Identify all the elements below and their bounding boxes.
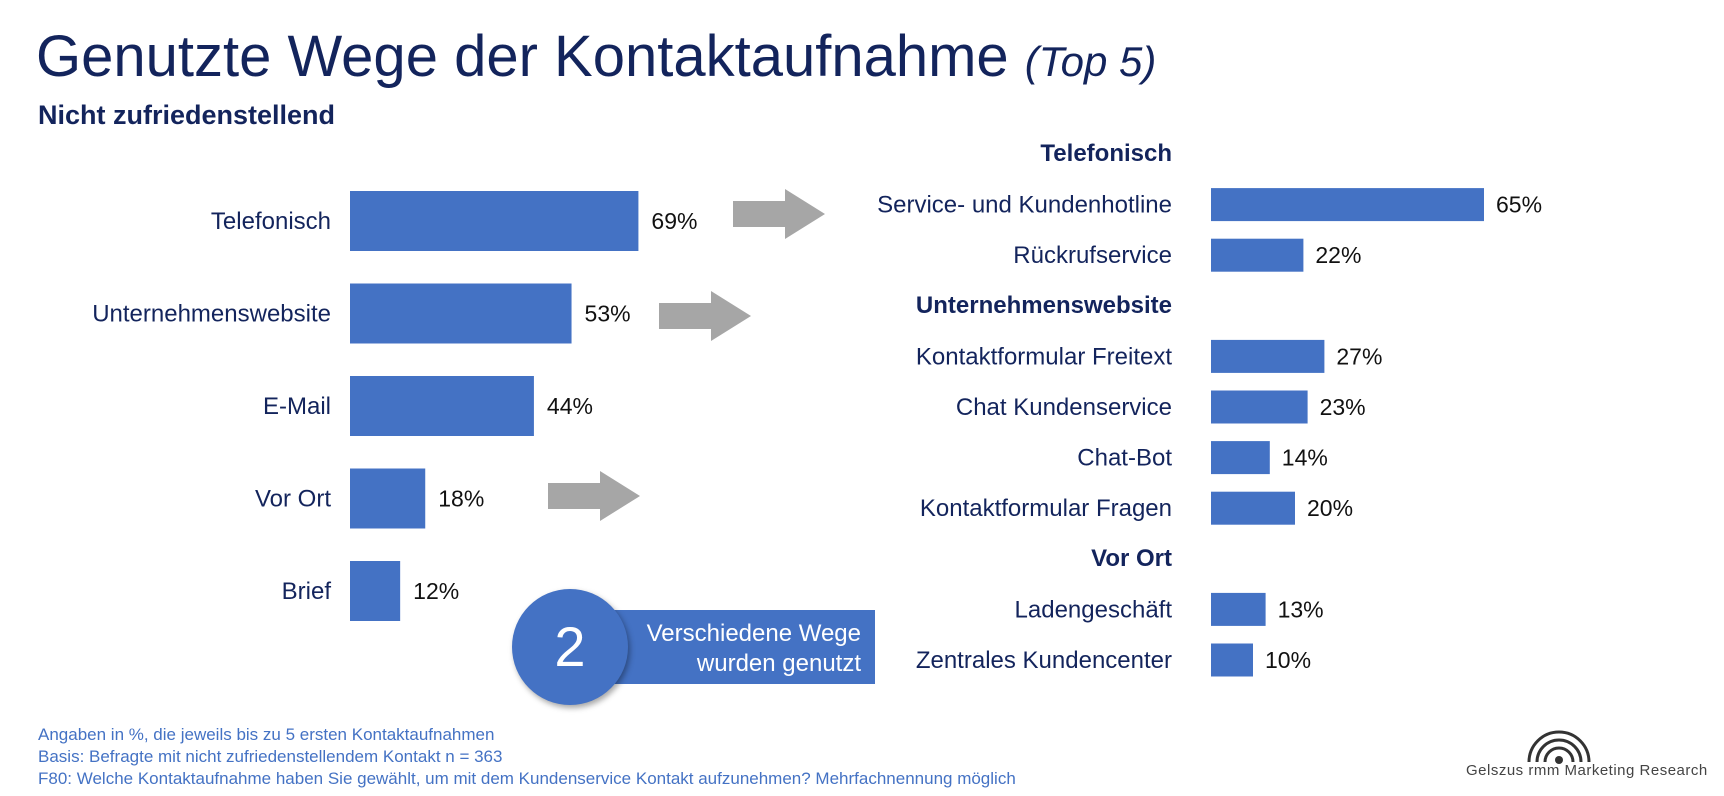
callout-line-2: wurden genutzt xyxy=(696,650,861,677)
category-label: Vor Ort xyxy=(255,486,331,513)
group-label: Unternehmenswebsite xyxy=(916,292,1172,319)
footnotes: Angaben in %, die jeweils bis zu 5 erste… xyxy=(38,724,1016,790)
category-label: Brief xyxy=(282,578,332,605)
callout-text: Verschiedene Wege wurden genutzt xyxy=(621,619,861,679)
category-label: Telefonisch xyxy=(211,208,331,235)
category-label: Chat Kundenservice xyxy=(956,394,1172,421)
bar xyxy=(1211,643,1253,677)
footnote-scale: Angaben in %, die jeweils bis zu 5 erste… xyxy=(38,725,495,744)
value-label: 13% xyxy=(1278,596,1324,622)
bar xyxy=(350,561,401,621)
bar xyxy=(1211,491,1295,525)
callout-line-1: Verschiedene Wege xyxy=(646,620,861,647)
value-label: 10% xyxy=(1265,647,1311,673)
category-label: E-Mail xyxy=(263,393,331,420)
title-main: Genutzte Wege der Kontaktaufnahme xyxy=(36,24,1009,89)
bar xyxy=(1211,238,1304,272)
value-label: 12% xyxy=(413,578,459,604)
value-label: 27% xyxy=(1336,343,1382,369)
category-label: Rückrufservice xyxy=(1013,242,1172,269)
bar xyxy=(350,191,639,251)
arrow-website-icon xyxy=(659,291,751,341)
logo-text: Gelszus rmm Marketing Research xyxy=(1466,762,1708,779)
bar xyxy=(350,468,426,529)
bar xyxy=(1211,390,1308,424)
footnote-question: F80: Welche Kontaktaufnahme haben Sie ge… xyxy=(38,769,1016,788)
company-logo: Gelszus rmm Marketing Research xyxy=(1466,720,1720,782)
bar xyxy=(1211,339,1325,373)
category-label: Kontaktformular Fragen xyxy=(920,495,1172,522)
bar xyxy=(350,376,534,436)
value-label: 44% xyxy=(547,393,593,419)
title-suffix: (Top 5) xyxy=(1024,38,1157,85)
bar xyxy=(1211,441,1270,475)
value-label: 14% xyxy=(1282,445,1328,471)
page-title: Genutzte Wege der Kontaktaufnahme (Top 5… xyxy=(36,24,1156,95)
group-label: Vor Ort xyxy=(1091,545,1172,572)
signal-arc-logo-icon xyxy=(1527,730,1591,764)
category-label: Chat-Bot xyxy=(1077,445,1172,472)
value-label: 22% xyxy=(1315,242,1361,268)
value-label: 18% xyxy=(438,486,484,512)
value-label: 69% xyxy=(651,208,697,234)
category-label: Ladengeschäft xyxy=(1015,596,1173,623)
bar xyxy=(1211,592,1266,626)
value-label: 65% xyxy=(1496,192,1542,218)
bar xyxy=(1211,188,1484,222)
page-subtitle: Nicht zufriedenstellend xyxy=(38,100,336,130)
callout-number-badge: 2 xyxy=(512,589,628,705)
arrow-telefonisch-icon xyxy=(733,189,825,239)
category-label: Unternehmenswebsite xyxy=(92,301,331,328)
footnote-basis: Basis: Befragte mit nicht zufriedenstell… xyxy=(38,747,503,766)
value-label: 23% xyxy=(1320,394,1366,420)
callout-box: Verschiedene Wege wurden genutzt xyxy=(610,610,875,684)
category-label: Kontaktformular Freitext xyxy=(916,343,1172,370)
group-label: Telefonisch xyxy=(1040,140,1172,167)
value-label: 53% xyxy=(585,301,631,327)
category-label: Service- und Kundenhotline xyxy=(877,192,1172,219)
bar xyxy=(350,283,572,344)
arrow-vor-ort-icon xyxy=(548,471,640,521)
value-label: 20% xyxy=(1307,495,1353,521)
category-label: Zentrales Kundencenter xyxy=(916,647,1172,674)
